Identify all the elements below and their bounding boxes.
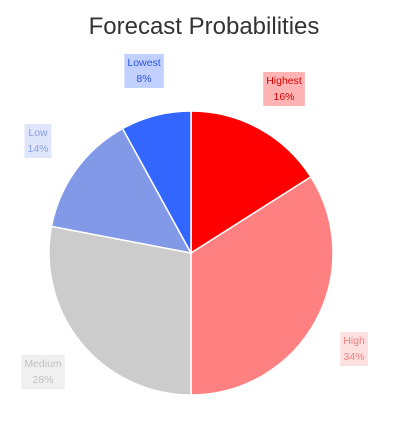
slice-label-value: 28% [32, 374, 53, 386]
slice-label-name: High [343, 335, 365, 347]
slice-label-highest: Highest 16% [263, 72, 305, 106]
slice-label-high: High 34% [340, 332, 368, 366]
pie-slice-medium [48, 225, 192, 396]
pie-slice-high [190, 175, 334, 396]
slice-label-name: Low [28, 127, 48, 139]
slice-label-value: 14% [27, 143, 48, 155]
slice-label-background [340, 332, 368, 366]
slice-label-background [124, 54, 164, 88]
slice-label-background [263, 72, 305, 106]
slice-label-value: 8% [136, 73, 151, 85]
slice-label-background [21, 355, 65, 389]
slices-group [48, 110, 334, 396]
slice-label-value: 16% [273, 91, 294, 103]
slice-label-name: Highest [266, 75, 302, 87]
slice-label-lowest: Lowest 8% [124, 54, 164, 88]
slice-label-name: Medium [24, 358, 62, 370]
slice-label-low: Low 14% [24, 124, 52, 158]
chart-title: Forecast Probabilities [89, 13, 320, 40]
pie-slice-highest [190, 110, 312, 255]
pie-slice-lowest [121, 110, 192, 254]
slice-label-value: 34% [343, 351, 364, 363]
slice-label-medium: Medium 28% [21, 355, 65, 389]
slice-label-name: Lowest [127, 57, 160, 69]
slice-label-background [24, 124, 52, 158]
labels-group: Highest 16% High 34% Medium 28% Low 14% Lowest 8% [21, 54, 368, 389]
pie-slice-low [50, 127, 193, 255]
